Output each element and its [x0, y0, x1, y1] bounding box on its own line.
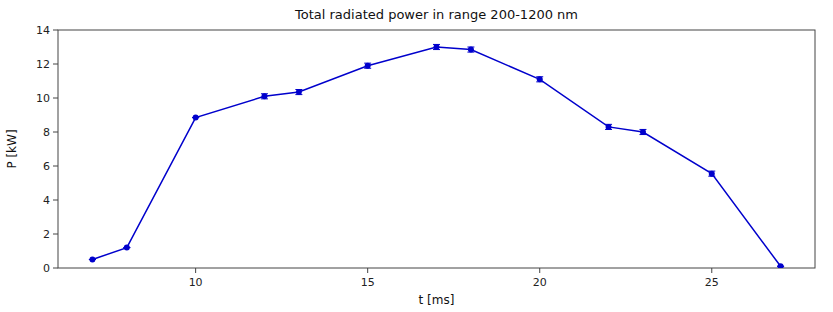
- x-tick: [711, 268, 712, 273]
- y-tick-label: 4: [43, 194, 50, 207]
- data-layer: [89, 44, 784, 268]
- error-bar: [536, 77, 543, 82]
- x-tick: [539, 268, 540, 273]
- point: [365, 63, 371, 69]
- point: [124, 245, 130, 251]
- y-tick-label: 8: [43, 126, 50, 139]
- error-bar: [261, 94, 268, 99]
- point: [261, 93, 267, 99]
- y-tick: [53, 268, 58, 269]
- y-tick: [53, 200, 58, 201]
- y-axis-label: P [kW]: [5, 129, 19, 168]
- y-tick-label: 0: [43, 262, 50, 275]
- x-tick-label: 20: [533, 276, 547, 289]
- error-bar: [639, 129, 646, 134]
- point: [537, 76, 543, 82]
- error-bar: [295, 90, 302, 95]
- y-tick: [53, 166, 58, 167]
- y-tick: [53, 98, 58, 99]
- y-tick-label: 2: [43, 228, 50, 241]
- point: [778, 263, 784, 268]
- plot-area: [58, 30, 815, 268]
- error-bar: [708, 171, 715, 176]
- y-tick-label: 6: [43, 160, 50, 173]
- x-tick-label: 15: [361, 276, 375, 289]
- x-tick: [367, 268, 368, 273]
- error-bar: [467, 47, 474, 52]
- y-tick: [53, 64, 58, 65]
- x-axis-label: t [ms]: [419, 293, 455, 307]
- point: [640, 129, 646, 135]
- point: [296, 89, 302, 95]
- title: Total radiated power in range 200-1200 n…: [294, 7, 578, 22]
- point: [606, 124, 612, 130]
- point: [193, 115, 199, 121]
- error-bar: [364, 63, 371, 68]
- y-tick: [53, 234, 58, 235]
- error-bar: [605, 124, 612, 129]
- x-tick: [195, 268, 196, 273]
- point: [468, 47, 474, 53]
- line: [92, 47, 780, 266]
- y-tick-label: 12: [36, 58, 50, 71]
- y-tick: [53, 30, 58, 31]
- point: [709, 171, 715, 177]
- plot-frame: [58, 30, 815, 268]
- x-tick-label: 10: [189, 276, 203, 289]
- error-bar: [433, 44, 440, 49]
- point: [434, 44, 440, 50]
- y-tick-label: 14: [36, 24, 50, 37]
- x-tick-label: 25: [705, 276, 719, 289]
- y-tick: [53, 132, 58, 133]
- point: [89, 257, 95, 263]
- chart: 10 15 20 25 0 2 4 6 8 10 12 14 Total radiated power …: [0, 0, 833, 312]
- y-tick-label: 10: [36, 92, 50, 105]
